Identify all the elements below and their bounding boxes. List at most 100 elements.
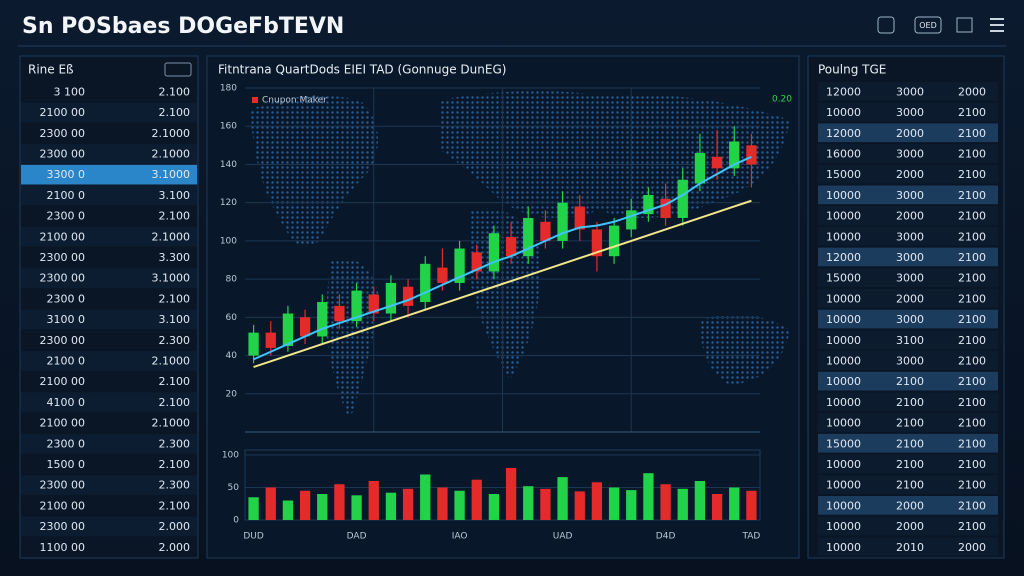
x-tick-label: TAD — [741, 532, 760, 542]
change-cell: 2.100 — [159, 292, 191, 305]
ask-cell: 2100 — [958, 499, 986, 512]
change-cell: 2.300 — [159, 437, 191, 450]
size-cell: 10000 — [826, 106, 861, 119]
ask-cell: 2100 — [958, 189, 986, 202]
row-bg — [21, 351, 197, 371]
x-tick-label: UAD — [553, 532, 573, 542]
price-cell: 2100 00 — [40, 230, 86, 243]
candle-body — [454, 248, 465, 283]
row-bg — [21, 206, 197, 226]
row-bg — [818, 496, 998, 515]
moving-average-line — [253, 155, 752, 361]
change-cell: 2.100 — [159, 458, 191, 471]
candle-body — [402, 286, 414, 306]
window-button[interactable] — [956, 17, 973, 33]
price-cell: 1100 00 — [40, 541, 86, 554]
legend-label: Cnupon Maker — [262, 96, 327, 106]
size-cell: 10000 — [826, 520, 861, 533]
row-bg — [818, 454, 998, 474]
row-bg — [21, 82, 197, 102]
change-cell: 2.1000 — [152, 230, 191, 243]
row-bg — [818, 413, 998, 432]
ask-cell: 2100 — [958, 375, 986, 388]
candle-body — [608, 225, 620, 257]
candle-body — [729, 141, 740, 169]
y-tick-label: 60 — [226, 313, 238, 323]
volume-bar — [660, 484, 671, 520]
candle-body — [677, 179, 688, 218]
row-bg — [818, 144, 998, 163]
row-bg — [818, 289, 998, 308]
row-bg — [21, 185, 197, 206]
size-cell: 15000 — [826, 272, 861, 285]
volume-bar — [299, 490, 311, 520]
ask-cell: 2100 — [958, 147, 986, 160]
volume-bar — [643, 473, 654, 520]
row-bg — [818, 392, 998, 412]
icon-button[interactable] — [877, 16, 895, 34]
bid-cell: 2100 — [896, 375, 924, 388]
row-bg — [21, 516, 197, 537]
badge-button[interactable] — [914, 16, 942, 34]
change-cell: 2.1000 — [152, 147, 191, 160]
price-cell: 2100 0 — [47, 189, 86, 202]
ask-cell: 2100 — [958, 520, 986, 533]
candle-body — [248, 332, 259, 356]
change-cell: 2.100 — [159, 85, 191, 98]
price-cell: 2300 00 — [40, 251, 86, 264]
volume-bar — [591, 482, 603, 520]
y-tick-label: 80 — [226, 275, 238, 285]
row-bg — [818, 206, 998, 225]
candle-body — [299, 317, 311, 337]
volume-tick-label: 100 — [222, 451, 239, 461]
candle-body — [368, 294, 379, 314]
change-cell: 3.1000 — [152, 168, 191, 181]
row-bg — [818, 516, 998, 536]
app-title: Sn POSbaes DOGeFbTEVN — [22, 14, 344, 39]
ask-cell: 2100 — [958, 210, 986, 223]
price-cell: 2300 00 — [40, 334, 86, 347]
bid-cell: 2000 — [896, 210, 924, 223]
row-bg — [818, 309, 998, 329]
volume-bar — [437, 487, 448, 520]
candle-body — [334, 305, 345, 322]
bid-cell: 2000 — [896, 127, 924, 140]
size-cell: 15000 — [826, 168, 861, 181]
x-tick-label: IAO — [452, 532, 468, 542]
ask-cell: 2100 — [958, 272, 986, 285]
row-bg — [21, 537, 197, 558]
menu-button[interactable] — [990, 18, 1004, 32]
candle-body — [660, 198, 671, 218]
change-cell: 2.100 — [159, 106, 191, 119]
row-bg — [818, 185, 998, 205]
panel-button[interactable] — [164, 62, 192, 77]
ask-cell: 2100 — [958, 458, 986, 471]
candle-body — [574, 206, 585, 230]
volume-tick-label: 0 — [233, 516, 239, 526]
x-tick-label: DUD — [243, 532, 264, 542]
change-cell: 3.300 — [159, 251, 191, 264]
ask-cell: 2100 — [958, 230, 986, 243]
badge-label: OED — [919, 21, 937, 30]
row-bg — [21, 226, 197, 247]
candle-body — [385, 282, 397, 314]
x-tick-label: D4D — [656, 532, 676, 542]
chart-title: Fitntrana QuartDods EIEI TAD (Gonnuge Du… — [218, 63, 506, 77]
row-bg — [818, 330, 998, 350]
price-cell: 4100 0 — [47, 396, 86, 409]
bid-cell: 3000 — [896, 230, 924, 243]
row-bg — [818, 537, 998, 557]
row-bg — [818, 371, 998, 391]
price-cell: 2300 00 — [40, 147, 86, 160]
ask-cell: 2100 — [958, 479, 986, 492]
row-bg — [21, 392, 197, 413]
ask-cell: 2100 — [958, 251, 986, 264]
change-cell: 2.300 — [159, 479, 191, 492]
volume-bar — [523, 486, 534, 520]
ask-cell: 2100 — [958, 106, 986, 119]
candle-body — [471, 252, 482, 272]
volume-bar — [248, 497, 259, 520]
row-bg — [21, 123, 197, 144]
bid-cell: 3000 — [896, 272, 924, 285]
